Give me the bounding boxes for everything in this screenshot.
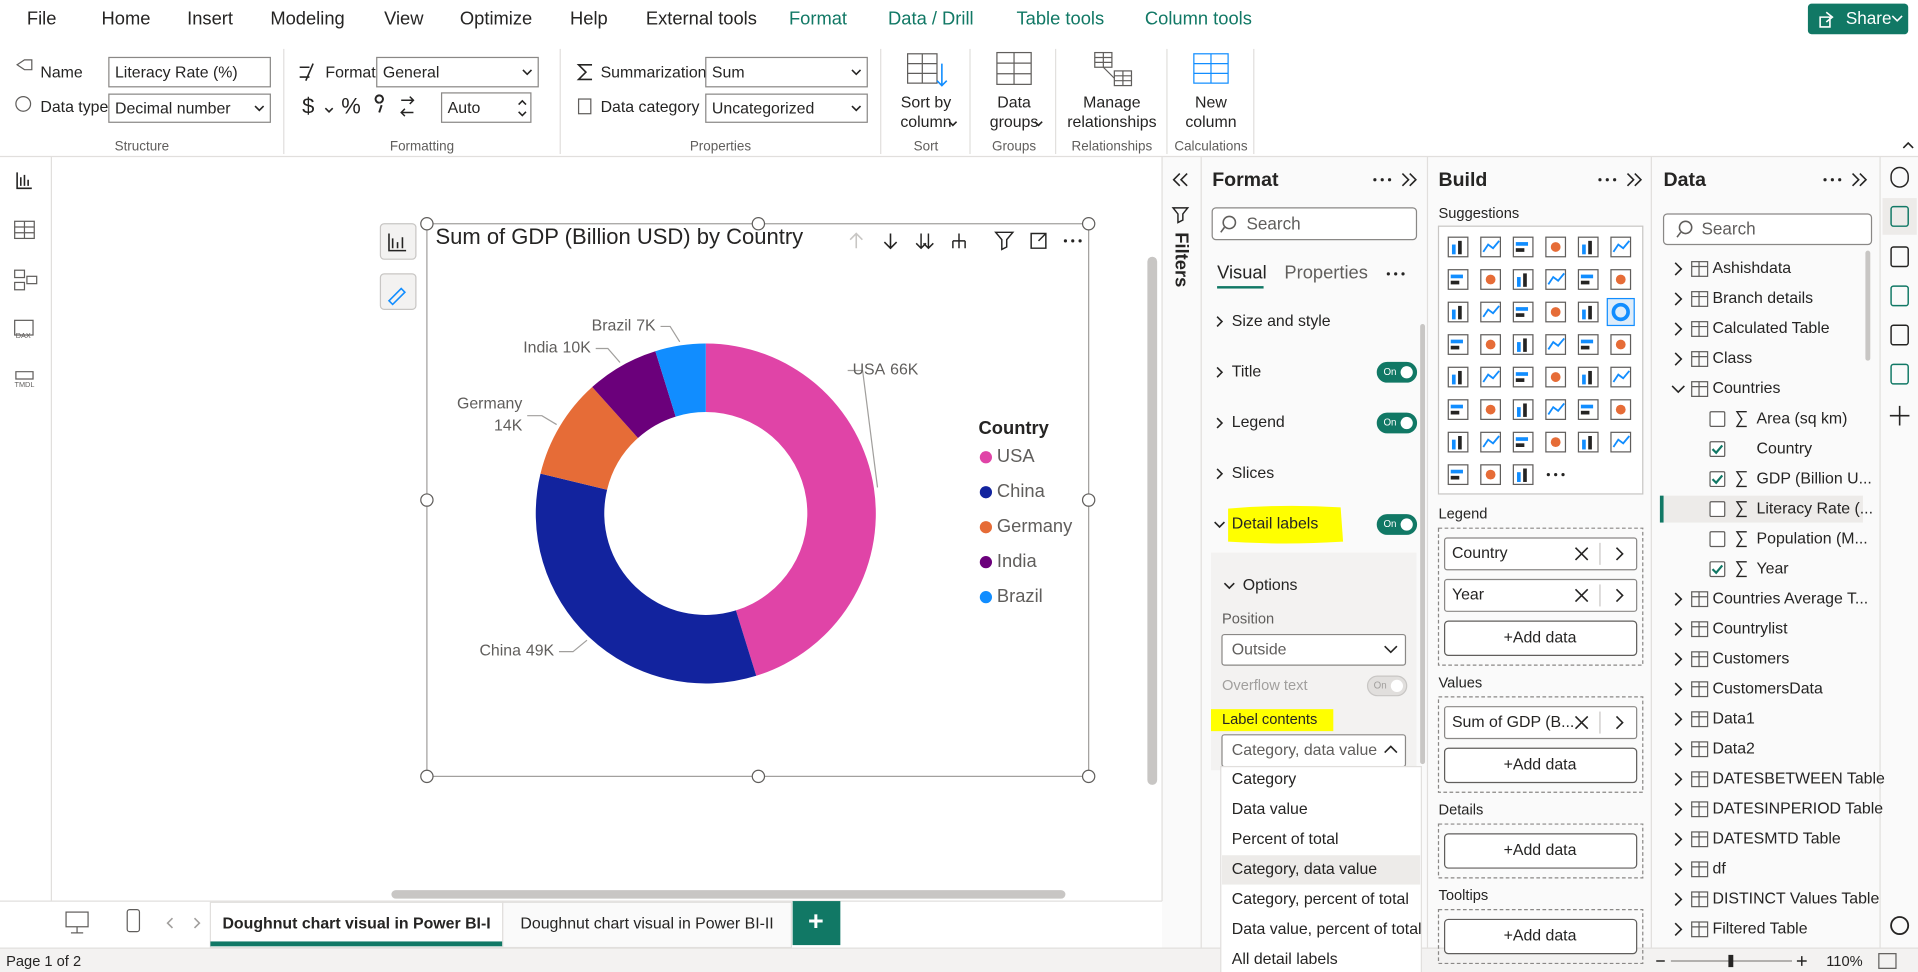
button-label[interactable]: Manage relationships — [1059, 93, 1164, 132]
button-label[interactable]: Data groups — [977, 93, 1050, 132]
button-label[interactable]: New column — [1174, 93, 1247, 132]
button-label[interactable]: Sort by column — [883, 93, 969, 132]
